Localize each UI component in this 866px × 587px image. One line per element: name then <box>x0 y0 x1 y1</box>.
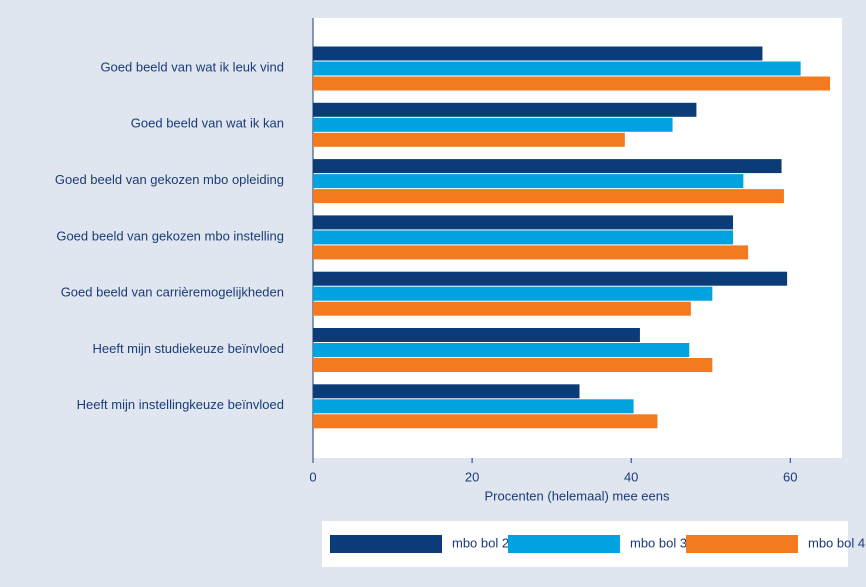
y-tick-label: Goed beeld van carrièremogelijkheden <box>61 285 284 300</box>
y-tick-label: Goed beeld van gekozen mbo opleiding <box>55 172 284 187</box>
x-axis-title: Procenten (helemaal) mee eens <box>485 488 670 503</box>
x-tick-label: 40 <box>624 469 638 484</box>
y-tick-label: Goed beeld van wat ik leuk vind <box>100 59 284 74</box>
legend-label: mbo bol 3 <box>630 535 687 550</box>
bar <box>313 46 763 61</box>
x-tick-label: 60 <box>783 469 797 484</box>
bar <box>313 328 640 342</box>
legend-label: mbo bol 4 <box>808 535 865 550</box>
bar <box>313 301 691 316</box>
bar <box>313 174 744 189</box>
bar <box>313 399 634 414</box>
bar <box>313 61 801 76</box>
bar <box>313 215 734 230</box>
bar <box>313 358 713 372</box>
legend-swatch <box>686 535 798 553</box>
x-tick-label: 0 <box>309 469 316 484</box>
legend-swatch <box>508 535 620 553</box>
x-tick-label: 20 <box>465 469 479 484</box>
bar <box>313 132 625 147</box>
y-tick-label: Goed beeld van wat ik kan <box>131 116 284 131</box>
bar <box>313 76 831 91</box>
y-tick-label: Heeft mijn instellingkeuze beïnvloed <box>77 397 284 412</box>
bar <box>313 414 658 429</box>
bar <box>313 343 690 357</box>
bar <box>313 189 784 204</box>
bar <box>313 286 713 301</box>
bar <box>313 230 734 245</box>
bar <box>313 271 788 286</box>
y-tick-label: Goed beeld van gekozen mbo instelling <box>56 228 284 243</box>
bar <box>313 159 782 174</box>
bar <box>313 117 673 132</box>
legend-swatch <box>330 535 442 553</box>
bar <box>313 102 697 117</box>
bar <box>313 384 580 399</box>
y-tick-label: Heeft mijn studiekeuze beïnvloed <box>92 341 284 356</box>
legend-label: mbo bol 2 <box>452 535 509 550</box>
bar <box>313 245 749 260</box>
